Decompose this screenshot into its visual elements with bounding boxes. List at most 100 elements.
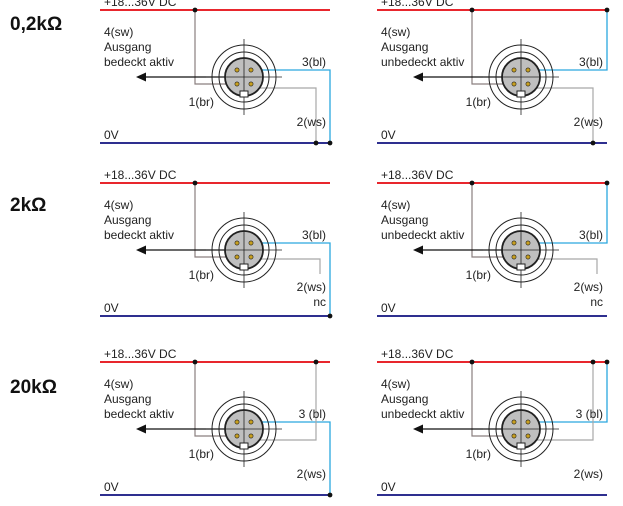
state-label: unbedeckt aktiv [381, 55, 464, 69]
state-label: bedeckt aktiv [104, 407, 174, 421]
blue-wire [531, 183, 608, 244]
connector-key [239, 90, 249, 98]
connector-pin [234, 254, 240, 260]
brown-wire [471, 183, 505, 258]
output-label: Ausgang [381, 392, 428, 406]
brown-wire [194, 183, 228, 258]
supply-label: +18...36V DC [104, 0, 177, 9]
connector-pin [234, 419, 240, 425]
wire-sw-label: 4(sw) [104, 198, 133, 212]
connector-pin [248, 254, 254, 260]
ground-label: 0V [381, 301, 396, 315]
wire-sw-label: 4(sw) [381, 377, 410, 391]
connector-key [239, 442, 249, 450]
connector-pin [234, 433, 240, 439]
wire-bl-label: 3(bl) [302, 228, 326, 242]
supply-label: +18...36V DC [381, 168, 454, 182]
supply-label: +18...36V DC [381, 347, 454, 361]
connector-pin [525, 81, 531, 87]
junction-dot [192, 7, 198, 13]
resistance-label: 20kΩ [10, 377, 57, 398]
state-label: unbedeckt aktiv [381, 228, 464, 242]
junction-dot [192, 180, 198, 186]
wire-br-label: 1(br) [189, 268, 214, 282]
wire-ws-label: 2(ws) [297, 280, 326, 294]
output-arrow [136, 245, 146, 255]
wire-br-label: 1(br) [189, 95, 214, 109]
output-arrow [136, 424, 146, 434]
output-label: Ausgang [381, 40, 428, 54]
output-arrow [136, 72, 146, 82]
connector-pin [511, 81, 517, 87]
brown-wire [194, 362, 228, 437]
connector-key [239, 263, 249, 271]
junction-dot [604, 7, 610, 13]
connector-pin [511, 254, 517, 260]
connector-pin [511, 240, 517, 246]
connector-pin [248, 81, 254, 87]
connector-pin [248, 67, 254, 73]
connector-pin [511, 67, 517, 73]
junction-dot [469, 180, 475, 186]
blue-wire [254, 421, 331, 495]
connector-pin [525, 240, 531, 246]
output-label: Ausgang [104, 392, 151, 406]
wire-ws-label: 2(ws) [574, 115, 603, 129]
wire-ws-label: 2(ws) [297, 467, 326, 481]
junction-dot [469, 7, 475, 13]
output-arrow [413, 72, 423, 82]
output-arrow [413, 424, 423, 434]
junction-dot [192, 359, 198, 365]
output-label: Ausgang [104, 40, 151, 54]
state-label: unbedeckt aktiv [381, 407, 464, 421]
wire-sw-label: 4(sw) [104, 377, 133, 391]
connector-pin [525, 419, 531, 425]
connector-pin [525, 433, 531, 439]
junction-dot [590, 140, 596, 146]
white-wire [533, 87, 594, 143]
wire-ws-label: 2(ws) [574, 467, 603, 481]
ground-label: 0V [381, 480, 396, 494]
junction-dot [313, 359, 319, 365]
white-wire [533, 362, 594, 441]
wire-sw-label: 4(sw) [381, 198, 410, 212]
wire-bl-label: 3(bl) [579, 55, 603, 69]
state-label: bedeckt aktiv [104, 55, 174, 69]
brown-wire [471, 362, 505, 437]
supply-label: +18...36V DC [104, 168, 177, 182]
connector-pin [248, 433, 254, 439]
wire-bl-label: 3 (bl) [299, 407, 326, 421]
white-wire [256, 258, 321, 274]
wire-br-label: 1(br) [466, 268, 491, 282]
white-wire [256, 87, 317, 143]
white-wire [256, 362, 317, 441]
wire-br-label: 1(br) [466, 95, 491, 109]
ground-label: 0V [104, 301, 119, 315]
wire-ws-label: 2(ws) [574, 280, 603, 294]
connector-pin [525, 254, 531, 260]
output-label: Ausgang [104, 213, 151, 227]
connector-key [516, 90, 526, 98]
connector-pin [511, 419, 517, 425]
resistance-label: 0,2kΩ [10, 14, 62, 35]
ground-label: 0V [381, 128, 396, 142]
wire-bl-label: 3(bl) [302, 55, 326, 69]
wire-bl-label: 3(bl) [579, 228, 603, 242]
state-label: bedeckt aktiv [104, 228, 174, 242]
junction-dot [313, 140, 319, 146]
connector-pin [248, 240, 254, 246]
blue-wire [254, 69, 331, 143]
junction-dot [469, 359, 475, 365]
resistance-label: 2kΩ [10, 195, 46, 216]
junction-dot [327, 313, 333, 319]
junction-dot [590, 359, 596, 365]
blue-wire [531, 10, 608, 71]
connector-pin [234, 240, 240, 246]
connector-pin [525, 67, 531, 73]
